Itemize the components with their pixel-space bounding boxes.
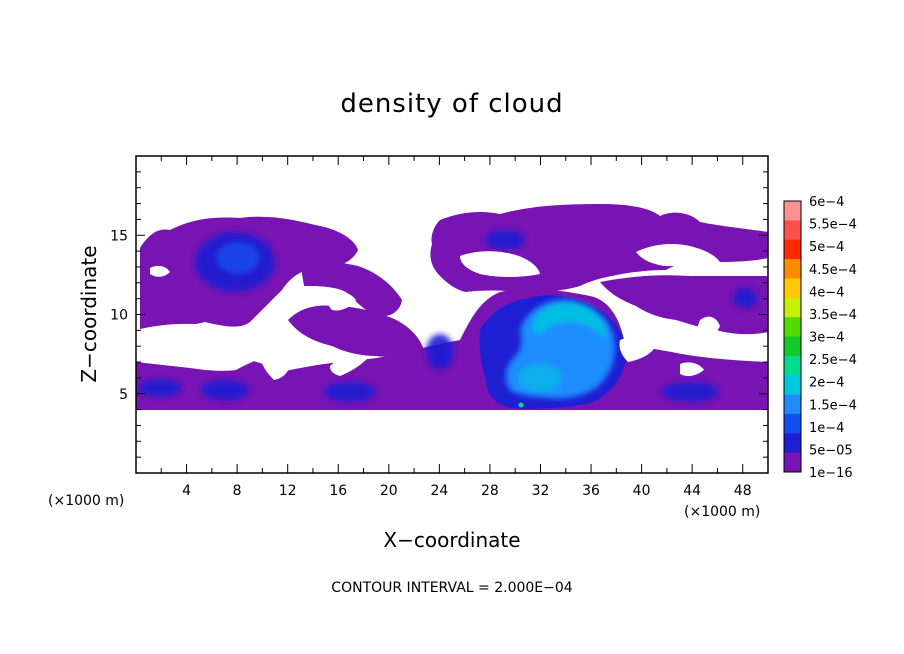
- y-tick-label: 10: [110, 308, 128, 324]
- colorbar-label: 5.5e−4: [809, 218, 857, 233]
- y-tick-label: 15: [110, 228, 128, 244]
- x-tick-label: 16: [329, 483, 347, 499]
- colorbar-swatch: [784, 355, 801, 376]
- colorbar-swatch: [784, 239, 801, 260]
- x-tick-label: 24: [430, 483, 448, 499]
- x-tick-label: 8: [233, 483, 242, 499]
- colorbar-label: 1e−16: [809, 466, 853, 481]
- colorbar-label: 5e−4: [809, 240, 844, 255]
- tick-marks: [136, 156, 768, 473]
- plot-area: [136, 156, 768, 473]
- colorbar-label: 6e−4: [809, 195, 844, 210]
- x-tick-label: 12: [279, 483, 297, 499]
- chart-title: density of cloud: [340, 89, 563, 119]
- colorbar-label: 1.5e−4: [809, 398, 857, 413]
- contour-interval-note: CONTOUR INTERVAL = 2.000E−04: [331, 580, 572, 596]
- colorbar-label: 5e−05: [809, 443, 853, 458]
- x-tick-label: 40: [633, 483, 651, 499]
- x-tick-label: 44: [683, 483, 701, 499]
- x-tick-label: 4: [182, 483, 191, 499]
- x-tick-label: 20: [380, 483, 398, 499]
- y-tick-labels: 5 10 15: [110, 228, 128, 403]
- y-tick-label: 5: [119, 387, 128, 403]
- cores-1e-4: [216, 242, 260, 274]
- x-tick-labels: 4 8 12 16 20 24 28 32 36 40 44 48: [182, 483, 752, 499]
- colorbar-swatch: [784, 317, 801, 337]
- y-axis-label: Z−coordinate: [77, 245, 101, 382]
- colorbar-label: 4.5e−4: [809, 263, 857, 278]
- colorbar-swatch: [784, 201, 801, 221]
- colorbar: 6e−4 5.5e−4 5e−4 4.5e−4 4e−4 3.5e−4 3e−4 2.5e−4…: [783, 195, 857, 481]
- colorbar-swatch: [784, 452, 801, 473]
- convective-cell-peak: [533, 302, 607, 340]
- colorbar-swatch: [784, 394, 801, 415]
- cloud-gaps: [136, 244, 720, 380]
- convective-cell-lower-lobe: [518, 364, 562, 392]
- convective-cell: [479, 295, 627, 409]
- colorbar-swatch: [784, 220, 801, 241]
- x-tick-label: 48: [734, 483, 752, 499]
- x-axis-label: X−coordinate: [383, 528, 520, 552]
- colorbar-label: 4e−4: [809, 285, 844, 300]
- colorbar-swatch: [784, 278, 801, 299]
- cores-5e-5: [138, 230, 757, 402]
- colorbar-label: 3e−4: [809, 331, 844, 346]
- colorbar-frame: [783, 200, 802, 473]
- x-tick-label: 28: [481, 483, 499, 499]
- colorbar-label: 2e−4: [809, 376, 844, 391]
- convective-cell-spot: [517, 401, 525, 409]
- x-tick-label: 32: [532, 483, 550, 499]
- colorbar-swatch: [784, 259, 801, 279]
- colorbar-label: 1e−4: [809, 421, 844, 436]
- colorbar-swatch: [784, 433, 801, 454]
- colorbar-label: 2.5e−4: [809, 353, 857, 368]
- cloud-region-right-mid: [600, 275, 768, 335]
- colorbar-label: 3.5e−4: [809, 308, 857, 323]
- colorbar-swatch: [784, 336, 801, 357]
- cloud-region-mid-left: [288, 305, 424, 357]
- cloud-region-upper-band-connector: [300, 260, 402, 317]
- x-unit-label-left: (×1000 m): [48, 493, 124, 509]
- x-tick-label: 36: [582, 483, 600, 499]
- x-unit-label-right: (×1000 m): [684, 504, 760, 520]
- colorbar-swatch: [784, 375, 801, 396]
- colorbar-swatch: [784, 297, 801, 318]
- colorbar-swatch: [784, 413, 801, 434]
